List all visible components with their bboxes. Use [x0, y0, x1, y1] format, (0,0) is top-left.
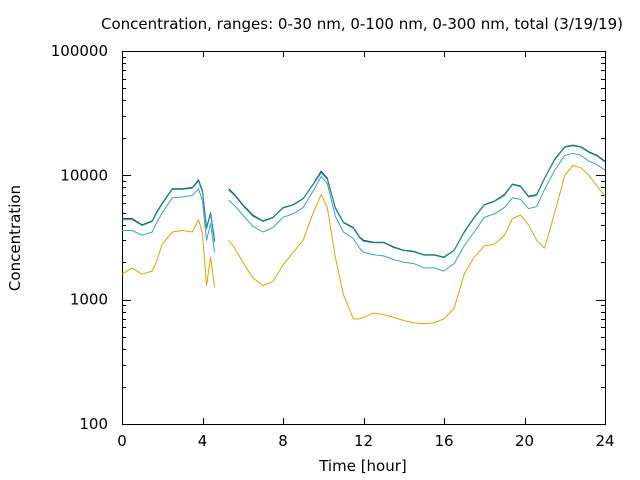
chart-title: Concentration, ranges: 0-30 nm, 0-100 nm…: [101, 15, 623, 33]
y-tick-label: 100: [79, 415, 108, 433]
plot-frame: [122, 51, 606, 425]
series-line-2: [122, 145, 606, 259]
series-line-4: [121, 165, 606, 325]
x-tick-label: 8: [278, 432, 288, 450]
x-tick-label: 20: [515, 432, 534, 450]
series-line-3: [122, 152, 606, 272]
x-axis-ticks: 0 4 8 12 16 20 24: [117, 51, 615, 450]
y-axis-ticks: 100 1000 10000 100000: [51, 42, 605, 433]
x-tick-label: 24: [595, 432, 614, 450]
x-tick-label: 0: [117, 432, 127, 450]
y-tick-label: 1000: [70, 291, 108, 309]
series-line-1: [122, 144, 606, 258]
x-tick-label: 4: [198, 432, 208, 450]
y-tick-label: 100000: [51, 42, 108, 60]
x-tick-label: 12: [354, 432, 373, 450]
y-tick-label: 10000: [60, 166, 108, 184]
series-layer: [121, 144, 606, 325]
x-tick-label: 16: [434, 432, 453, 450]
y-axis-label: Concentration: [6, 185, 24, 291]
x-axis-label: Time [hour]: [318, 457, 407, 475]
